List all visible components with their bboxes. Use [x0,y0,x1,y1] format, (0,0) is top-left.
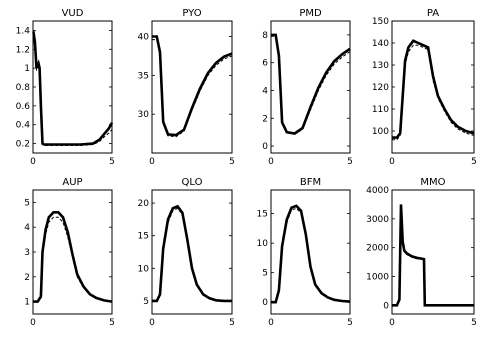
y-tick-label: 100 [372,127,389,137]
subplot-title: VUD [62,8,84,19]
x-tick-label: 0 [30,157,36,167]
y-tick-label: 4000 [366,186,389,196]
subplot-title: PA [427,8,439,19]
series-line-2 [33,216,113,303]
subplot-title: MMO [420,177,445,188]
y-tick-label: 120 [372,83,389,93]
subplot-vud: VUD 0.2 0.4 0.6 0.8 1 1.2 1.4 0 5 [16,8,115,167]
y-tick-label: 0.8 [16,83,31,93]
subplot-title: QLO [182,177,203,188]
series-line-2 [392,44,475,141]
y-tick-label: 30 [138,110,150,120]
subplot-title: PYO [182,8,201,19]
x-tick-label: 0 [268,157,274,167]
y-tick-label: 1000 [366,273,389,283]
x-tick-label: 5 [229,318,235,328]
subplot-pmd: PMD 0 2 4 6 8 0 5 [262,8,353,167]
y-tick-label: 1 [24,64,30,74]
y-tick-label: 5 [24,198,30,208]
x-tick-label: 5 [229,157,235,167]
subplot-mmo: MMO 0 1000 2000 3000 4000 0 5 [366,177,477,328]
plot-frame [151,189,233,315]
y-tick-label: 0.4 [16,121,31,131]
subplot-bfm: BFM 0 5 10 15 0 5 [257,177,353,328]
y-tick-label: 15 [138,232,149,242]
x-tick-label: 0 [149,157,155,167]
y-tick-label: 1.2 [16,45,30,55]
plot-frame [270,20,351,154]
subplot-title: BFM [300,177,321,188]
x-tick-label: 0 [149,318,155,328]
series-line-2 [152,39,233,138]
series-line-2 [271,35,351,135]
y-tick-label: 0 [262,298,268,308]
y-tick-label: 20 [138,199,150,209]
series-line-2 [271,207,351,303]
x-tick-label: 5 [347,318,353,328]
y-tick-label: 0.2 [16,140,30,150]
x-tick-label: 5 [471,157,477,167]
y-tick-label: 0 [262,142,268,152]
y-tick-label: 5 [262,269,268,279]
subplot-pyo: PYO 30 35 40 0 5 [138,8,235,167]
y-tick-label: 2 [24,273,30,283]
series-line-1 [271,33,351,135]
y-tick-label: 0 [383,301,389,311]
subplot-aup: AUP 1 2 3 4 5 0 5 [24,177,115,328]
x-tick-label: 0 [389,318,395,328]
y-tick-label: 1 [24,298,30,308]
y-tick-label: 2 [262,114,268,124]
y-tick-label: 130 [372,61,389,71]
subplot-title: AUP [62,177,82,188]
y-tick-label: 40 [138,33,150,43]
y-tick-label: 35 [138,71,149,81]
subplot-qlo: QLO 5 10 15 20 0 5 [138,177,235,328]
subplot-title: PMD [299,8,322,19]
y-tick-label: 10 [138,264,150,274]
series-line-2 [152,207,232,302]
x-tick-label: 5 [347,157,353,167]
x-tick-label: 0 [389,157,395,167]
x-tick-label: 5 [109,318,115,328]
y-tick-label: 1.4 [16,26,31,36]
y-tick-label: 3000 [366,215,389,225]
series-line-1 [152,35,233,137]
y-tick-label: 6 [262,59,268,69]
plot-frame [151,20,233,154]
plot-frame [270,189,351,315]
x-tick-label: 0 [268,318,274,328]
y-tick-label: 2000 [366,244,389,254]
y-tick-label: 150 [372,17,389,27]
plot-frame [32,20,113,154]
y-tick-label: 15 [257,210,268,220]
series-line-1 [392,39,475,139]
y-tick-label: 5 [143,297,149,307]
y-tick-label: 10 [257,239,269,249]
x-tick-label: 5 [471,318,477,328]
series-line-2 [33,37,113,146]
x-tick-label: 5 [109,157,115,167]
y-tick-label: 3 [24,248,30,258]
y-tick-label: 8 [262,31,268,41]
y-tick-label: 110 [372,105,389,115]
y-tick-label: 0.6 [16,102,31,112]
series-line-2 [392,210,474,306]
subplot-pa: PA 100 110 120 130 140 150 0 5 [372,8,477,167]
x-tick-label: 0 [30,318,36,328]
y-tick-label: 140 [372,39,389,49]
y-tick-label: 4 [262,86,268,96]
y-tick-label: 4 [24,223,30,233]
